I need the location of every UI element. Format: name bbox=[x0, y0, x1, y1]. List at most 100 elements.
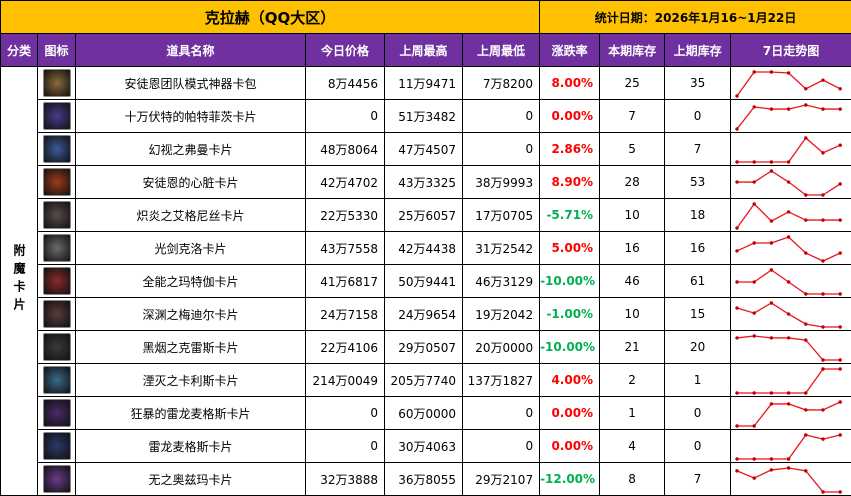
trend-point bbox=[786, 279, 791, 284]
trend-sparkline bbox=[735, 333, 842, 362]
trend-cell bbox=[730, 231, 851, 265]
week-high: 25万6057 bbox=[384, 198, 463, 232]
table-row: 安徒恩的心脏卡片 42万4702 43万3325 38万9993 8.90% 28 53 bbox=[1, 165, 851, 199]
current-stock: 10 bbox=[599, 198, 666, 232]
current-stock: 7 bbox=[599, 99, 666, 133]
trend-point bbox=[735, 468, 739, 473]
table-row: 光剑克洛卡片 43万7558 42万4438 31万2542 5.00% 16 16 bbox=[1, 231, 851, 265]
trend-point bbox=[752, 179, 756, 184]
trend-point bbox=[786, 335, 791, 340]
change-rate: -12.00% bbox=[539, 462, 601, 496]
current-stock: 46 bbox=[599, 264, 666, 298]
trend-point bbox=[821, 77, 825, 82]
item-icon-cell bbox=[37, 330, 76, 364]
item-name: 深渊之梅迪尔卡片 bbox=[75, 297, 306, 331]
trend-point bbox=[752, 69, 756, 74]
trend-point bbox=[735, 126, 739, 131]
trend-sparkline bbox=[735, 102, 842, 131]
trend-point bbox=[752, 159, 756, 164]
trend-point bbox=[821, 258, 825, 263]
item-name: 黑烟之克雷斯卡片 bbox=[75, 330, 306, 364]
change-rate: 0.00% bbox=[539, 396, 601, 430]
change-rate: 8.00% bbox=[539, 66, 601, 100]
trend-point bbox=[735, 179, 739, 184]
trend-point bbox=[804, 407, 808, 412]
current-stock: 1 bbox=[599, 396, 666, 430]
today-price: 48万8064 bbox=[305, 132, 385, 166]
week-high: 60万0000 bbox=[384, 396, 463, 430]
trend-cell bbox=[730, 198, 851, 232]
trend-cell bbox=[730, 99, 851, 133]
trend-cell bbox=[730, 330, 851, 364]
current-stock: 2 bbox=[599, 363, 666, 397]
trend-point bbox=[769, 69, 774, 74]
trend-point bbox=[769, 300, 774, 305]
week-high: 47万4507 bbox=[384, 132, 463, 166]
card-icon bbox=[42, 333, 71, 361]
week-high: 205万7740 bbox=[384, 363, 463, 397]
trend-point bbox=[821, 217, 825, 222]
trend-point bbox=[838, 291, 842, 296]
week-high: 30万4063 bbox=[384, 429, 463, 463]
week-high: 36万8055 bbox=[384, 462, 463, 496]
change-rate: -5.71% bbox=[539, 198, 601, 232]
trend-point bbox=[786, 234, 791, 239]
trend-point bbox=[735, 159, 739, 164]
column-header: 涨跌率 bbox=[539, 33, 601, 67]
today-price: 24万7158 bbox=[305, 297, 385, 331]
trend-point bbox=[838, 181, 842, 186]
trend-point bbox=[786, 456, 791, 461]
previous-stock: 7 bbox=[664, 462, 732, 496]
trend-point bbox=[804, 468, 808, 473]
table-row: 炽炎之艾格尼丝卡片 22万5330 25万6057 17万0705 -5.71% 10 18 bbox=[1, 198, 851, 232]
previous-stock: 0 bbox=[664, 429, 732, 463]
trend-point bbox=[769, 267, 774, 272]
item-icon-cell bbox=[37, 396, 76, 430]
trend-point bbox=[752, 279, 756, 284]
change-rate: 8.90% bbox=[539, 165, 601, 199]
item-name: 安徒恩团队模式神器卡包 bbox=[75, 66, 306, 100]
trend-point bbox=[769, 159, 774, 164]
trend-point bbox=[821, 489, 825, 494]
trend-sparkline bbox=[735, 465, 842, 494]
trend-point bbox=[735, 423, 739, 428]
week-low: 0 bbox=[461, 429, 541, 463]
item-icon-cell bbox=[37, 198, 76, 232]
column-header: 分类 bbox=[0, 33, 38, 67]
trend-cell bbox=[730, 396, 851, 430]
previous-stock: 0 bbox=[664, 99, 732, 133]
trend-point bbox=[735, 456, 739, 461]
trend-point bbox=[804, 192, 808, 197]
trend-point bbox=[838, 250, 842, 255]
trend-line bbox=[737, 136, 841, 163]
trend-sparkline bbox=[735, 267, 842, 296]
previous-stock: 1 bbox=[664, 363, 732, 397]
table-row: 十万伏特的帕特菲茨卡片 0 51万3482 0 0.00% 7 0 bbox=[1, 99, 851, 133]
header-row: 分类 图标 道具名称 今日价格 上周最高 上周最低 涨跌率 本期库存 上期库存 7日走势图 bbox=[0, 33, 851, 67]
trend-cell bbox=[730, 165, 851, 199]
item-icon-cell bbox=[37, 231, 76, 265]
card-icon bbox=[42, 201, 71, 229]
today-price: 32万3888 bbox=[305, 462, 385, 496]
trend-point bbox=[821, 436, 825, 441]
date-range: 统计日期：2026年1月16~1月22日 bbox=[539, 0, 851, 34]
previous-stock: 16 bbox=[664, 231, 732, 265]
trend-point bbox=[821, 407, 825, 412]
trend-point bbox=[804, 291, 808, 296]
column-header: 图标 bbox=[37, 33, 76, 67]
trend-point bbox=[752, 475, 756, 480]
today-price: 214万0049 bbox=[305, 363, 385, 397]
item-name: 幻视之弗曼卡片 bbox=[75, 132, 306, 166]
current-stock: 8 bbox=[599, 462, 666, 496]
table-row: 湮灭之卡利斯卡片 214万0049 205万7740 137万1827 4.00% 2 1 bbox=[1, 363, 851, 397]
column-header: 上周最低 bbox=[461, 33, 541, 67]
trend-line bbox=[736, 466, 841, 493]
column-header: 道具名称 bbox=[75, 33, 306, 67]
trend-point bbox=[752, 104, 756, 109]
today-price: 41万6817 bbox=[305, 264, 385, 298]
title-row: 克拉赫（QQ大区） 统计日期：2026年1月16~1月22日 bbox=[0, 0, 851, 34]
trend-point bbox=[752, 333, 756, 338]
week-low: 38万9993 bbox=[461, 165, 541, 199]
week-low: 0 bbox=[461, 132, 541, 166]
